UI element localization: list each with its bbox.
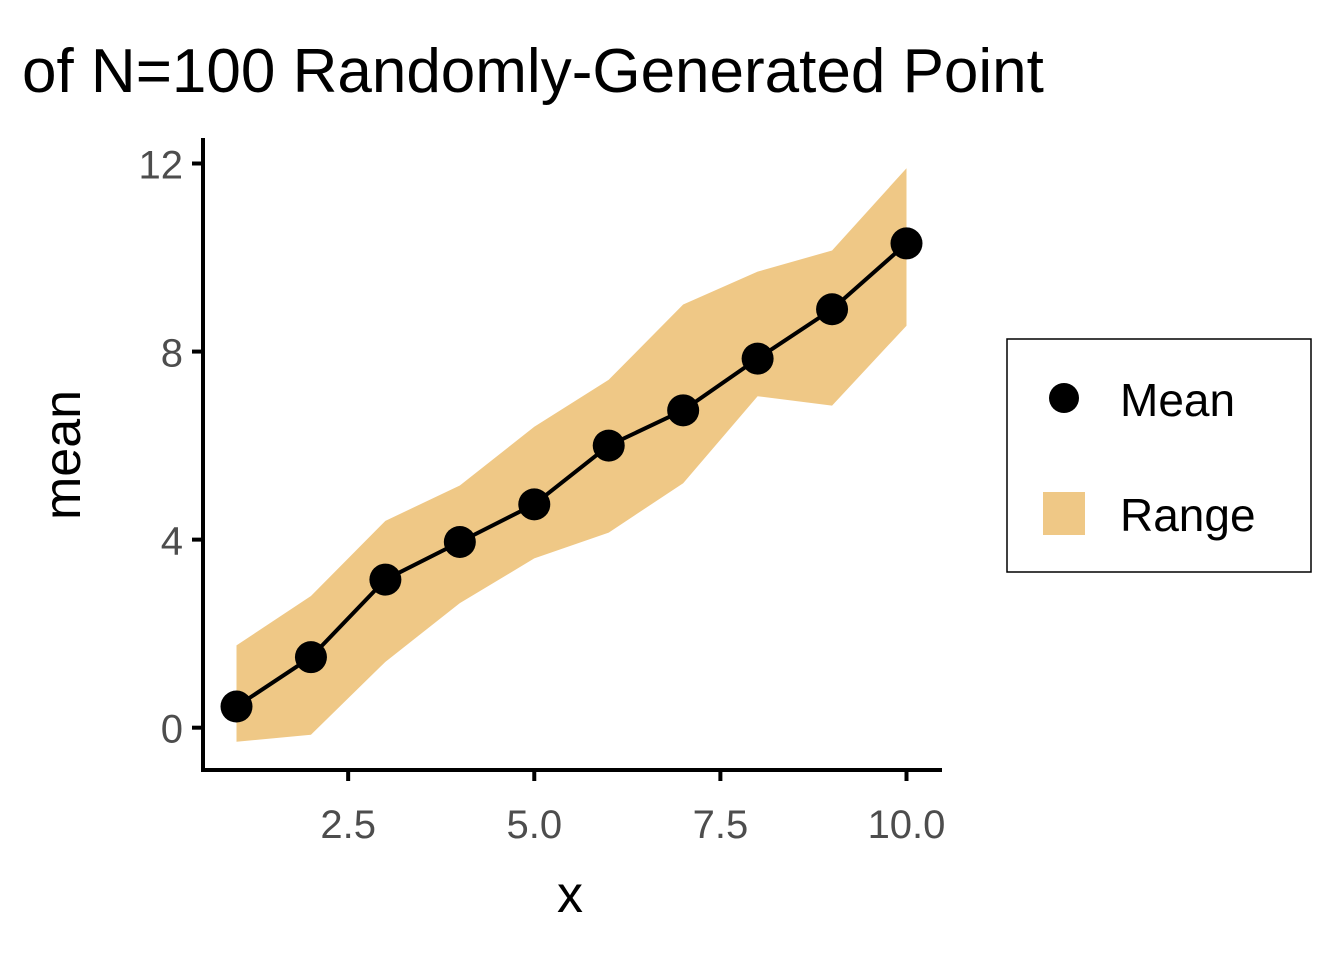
legend-range-label: Range — [1120, 489, 1256, 541]
legend: Mean Range — [1006, 338, 1312, 573]
y-tick-label-0: 0 — [161, 708, 183, 752]
mean-point-2 — [294, 641, 327, 674]
x-tick-label-2.5: 2.5 — [320, 803, 376, 847]
y-tick-label-12: 12 — [139, 144, 184, 188]
mean-point-3 — [369, 563, 402, 596]
range-ribbon — [236, 168, 907, 742]
y-tick-label-8: 8 — [161, 332, 183, 376]
chart-title: of N=100 Randomly-Generated Point — [22, 37, 1044, 106]
mean-point-10 — [890, 227, 923, 260]
mean-point-4 — [443, 525, 476, 558]
mean-point-8 — [741, 342, 774, 375]
x-tick-label-10.0: 10.0 — [868, 803, 946, 847]
x-tick-label-5.0: 5.0 — [506, 803, 562, 847]
legend-mean-label: Mean — [1120, 374, 1235, 426]
mean-point-6 — [592, 429, 625, 462]
mean-point-5 — [518, 488, 551, 521]
y-axis-title: mean — [34, 390, 92, 520]
y-tick-label-4: 4 — [161, 520, 183, 564]
plot-area: 0 4 8 12 2.5 5.0 7.5 10.0 — [139, 138, 946, 847]
x-axis-title: x — [557, 866, 583, 924]
mean-line — [235, 241, 908, 709]
legend-mean-key-icon — [1049, 383, 1079, 413]
legend-range-key-icon — [1043, 492, 1085, 535]
mean-point-1 — [220, 690, 253, 723]
mean-point-7 — [667, 394, 700, 427]
x-tick-label-7.5: 7.5 — [693, 803, 749, 847]
mean-point-9 — [816, 293, 849, 326]
